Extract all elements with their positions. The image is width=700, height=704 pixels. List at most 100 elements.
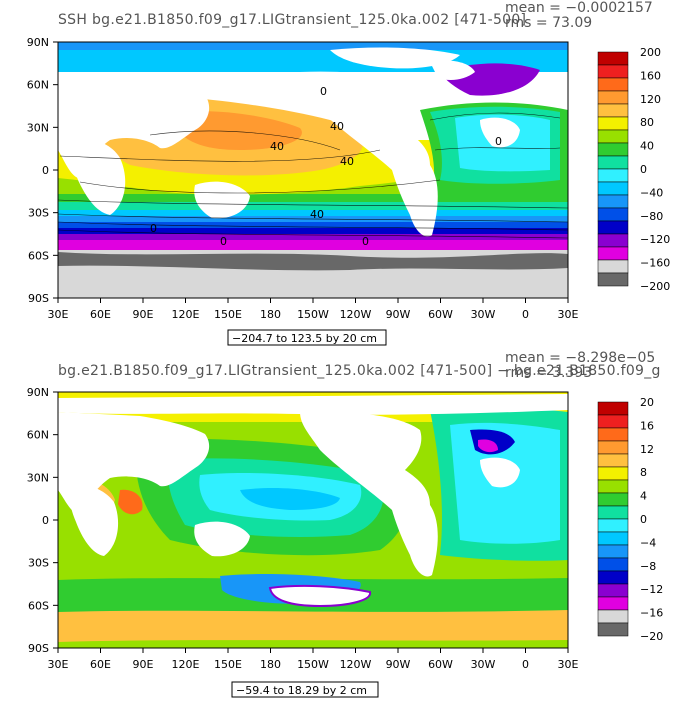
colorbar-swatch (597, 168, 629, 183)
x-tick-label: 30E (48, 308, 69, 321)
colorbar-swatch (597, 207, 629, 222)
colorbar-label: −120 (640, 233, 670, 246)
colorbar-swatch (597, 64, 629, 79)
x-tick-label: 30E (558, 658, 579, 671)
x-tick-label: 120W (340, 308, 372, 321)
contour-label: 0 (320, 85, 327, 98)
x-axis: 30E 60E 90E 120E 150E 180 150W 120W 90W 60W 30W 0 30… (48, 298, 579, 321)
x-tick-label: 180 (260, 308, 281, 321)
colorbar-swatch (597, 116, 629, 131)
colorbar: 20 16 12 8 4 0 −4 −8 −12 −16 −20 (597, 396, 663, 643)
colorbar-label: 4 (640, 490, 647, 503)
y-tick-label: 60S (28, 599, 49, 612)
y-axis: 90N 60N 30N 0 30S 60S 90S (27, 36, 58, 305)
colorbar-label: −16 (640, 607, 663, 620)
x-tick-label: 120W (340, 658, 372, 671)
colorbar-swatch (597, 596, 629, 611)
x-tick-label: 60E (90, 308, 111, 321)
colorbar-label: −8 (640, 560, 656, 573)
x-tick-label: 150W (297, 308, 329, 321)
colorbar: 200 160 120 80 40 0 −40 −80 −120 −160 −200 (597, 46, 670, 293)
y-tick-label: 90N (27, 386, 49, 399)
colorbar-label: 200 (640, 46, 661, 59)
ssh-map-chart: SSH bg.e21.B1850.f09_g17.LIGtransient_12… (27, 0, 670, 346)
colorbar-swatch (597, 129, 629, 144)
colorbar-label: −20 (640, 630, 663, 643)
colorbar-swatch (597, 51, 629, 66)
x-tick-label: 60W (428, 308, 453, 321)
y-axis: 90N 60N 30N 0 30S 60S 90S (27, 386, 58, 655)
mean-stat: mean = −8.298e−05 (505, 350, 655, 366)
colorbar-label: 0 (640, 163, 647, 176)
x-tick-label: 60E (90, 658, 111, 671)
y-tick-label: 30N (27, 471, 49, 484)
x-tick-label: 120E (172, 658, 200, 671)
colorbar-label: 8 (640, 466, 647, 479)
y-tick-label: 30S (28, 207, 49, 220)
colorbar-swatch (597, 233, 629, 248)
colorbar-label: −200 (640, 280, 670, 293)
y-tick-label: 90N (27, 36, 49, 49)
contour-label: 40 (270, 140, 284, 153)
colorbar-swatch (597, 181, 629, 196)
y-tick-label: 30S (28, 557, 49, 570)
rms-stat: rms = 3.393 (505, 365, 592, 381)
colorbar-swatch (597, 220, 629, 235)
x-tick-label: 90W (386, 658, 411, 671)
x-tick-label: 90E (133, 308, 154, 321)
colorbar-swatch (597, 272, 629, 287)
colorbar-label: 0 (640, 513, 647, 526)
ssh-panel: SSH bg.e21.B1850.f09_g17.LIGtransient_12… (0, 0, 700, 350)
chart-title: SSH bg.e21.B1850.f09_g17.LIGtransient_12… (58, 12, 526, 28)
x-tick-label: 0 (522, 308, 529, 321)
x-tick-label: 30W (471, 658, 496, 671)
range-box (231, 681, 379, 698)
x-tick-label: 150W (297, 658, 329, 671)
colorbar-swatch (597, 77, 629, 92)
colorbar-label: 12 (640, 443, 654, 456)
colorbar-label: 160 (640, 69, 661, 82)
x-tick-label: 150E (214, 658, 242, 671)
colorbar-swatch (597, 246, 629, 261)
diff-field (58, 392, 568, 648)
colorbar-swatch (597, 518, 629, 533)
contour-label: 40 (310, 208, 324, 221)
x-axis: 30E 60E 90E 120E 150E 180 150W 120W 90W 60W 30W 0 30… (48, 648, 579, 671)
rms-stat: rms = 73.09 (505, 15, 592, 31)
colorbar-label: 120 (640, 93, 661, 106)
contour-label: 40 (340, 155, 354, 168)
diff-map-chart: bg.e21.B1850.f09_g17.LIGtransient_125.0k… (27, 350, 663, 698)
colorbar-swatch (597, 466, 629, 481)
colorbar-label: 80 (640, 116, 654, 129)
colorbar-swatch (597, 414, 629, 429)
colorbar-swatch (597, 583, 629, 598)
x-tick-label: 30W (471, 308, 496, 321)
colorbar-swatch (597, 531, 629, 546)
range-label: −59.4 to 18.29 by 2 cm (236, 684, 367, 697)
x-tick-label: 120E (172, 308, 200, 321)
x-tick-label: 150E (214, 308, 242, 321)
colorbar-label: −80 (640, 210, 663, 223)
colorbar-swatch (597, 557, 629, 572)
colorbar-label: 40 (640, 140, 654, 153)
x-tick-label: 0 (522, 658, 529, 671)
colorbar-swatch (597, 492, 629, 507)
contour-label: 0 (495, 135, 502, 148)
colorbar-label: −4 (640, 536, 656, 549)
ssh-field: 0 40 40 40 40 0 0 0 0 (58, 42, 568, 298)
x-tick-label: 90W (386, 308, 411, 321)
range-label: −204.7 to 123.5 by 20 cm (232, 332, 377, 345)
colorbar-swatch (597, 479, 629, 494)
colorbar-swatch (597, 570, 629, 585)
x-tick-label: 180 (260, 658, 281, 671)
y-tick-label: 0 (42, 164, 49, 177)
colorbar-swatch (597, 259, 629, 274)
colorbar-swatch (597, 90, 629, 105)
colorbar-swatch (597, 622, 629, 637)
y-tick-label: 0 (42, 514, 49, 527)
contour-label: 0 (220, 235, 227, 248)
colorbar-label: 20 (640, 396, 654, 409)
diff-panel: bg.e21.B1850.f09_g17.LIGtransient_125.0k… (0, 350, 700, 700)
colorbar-swatch (597, 440, 629, 455)
x-tick-label: 60W (428, 658, 453, 671)
